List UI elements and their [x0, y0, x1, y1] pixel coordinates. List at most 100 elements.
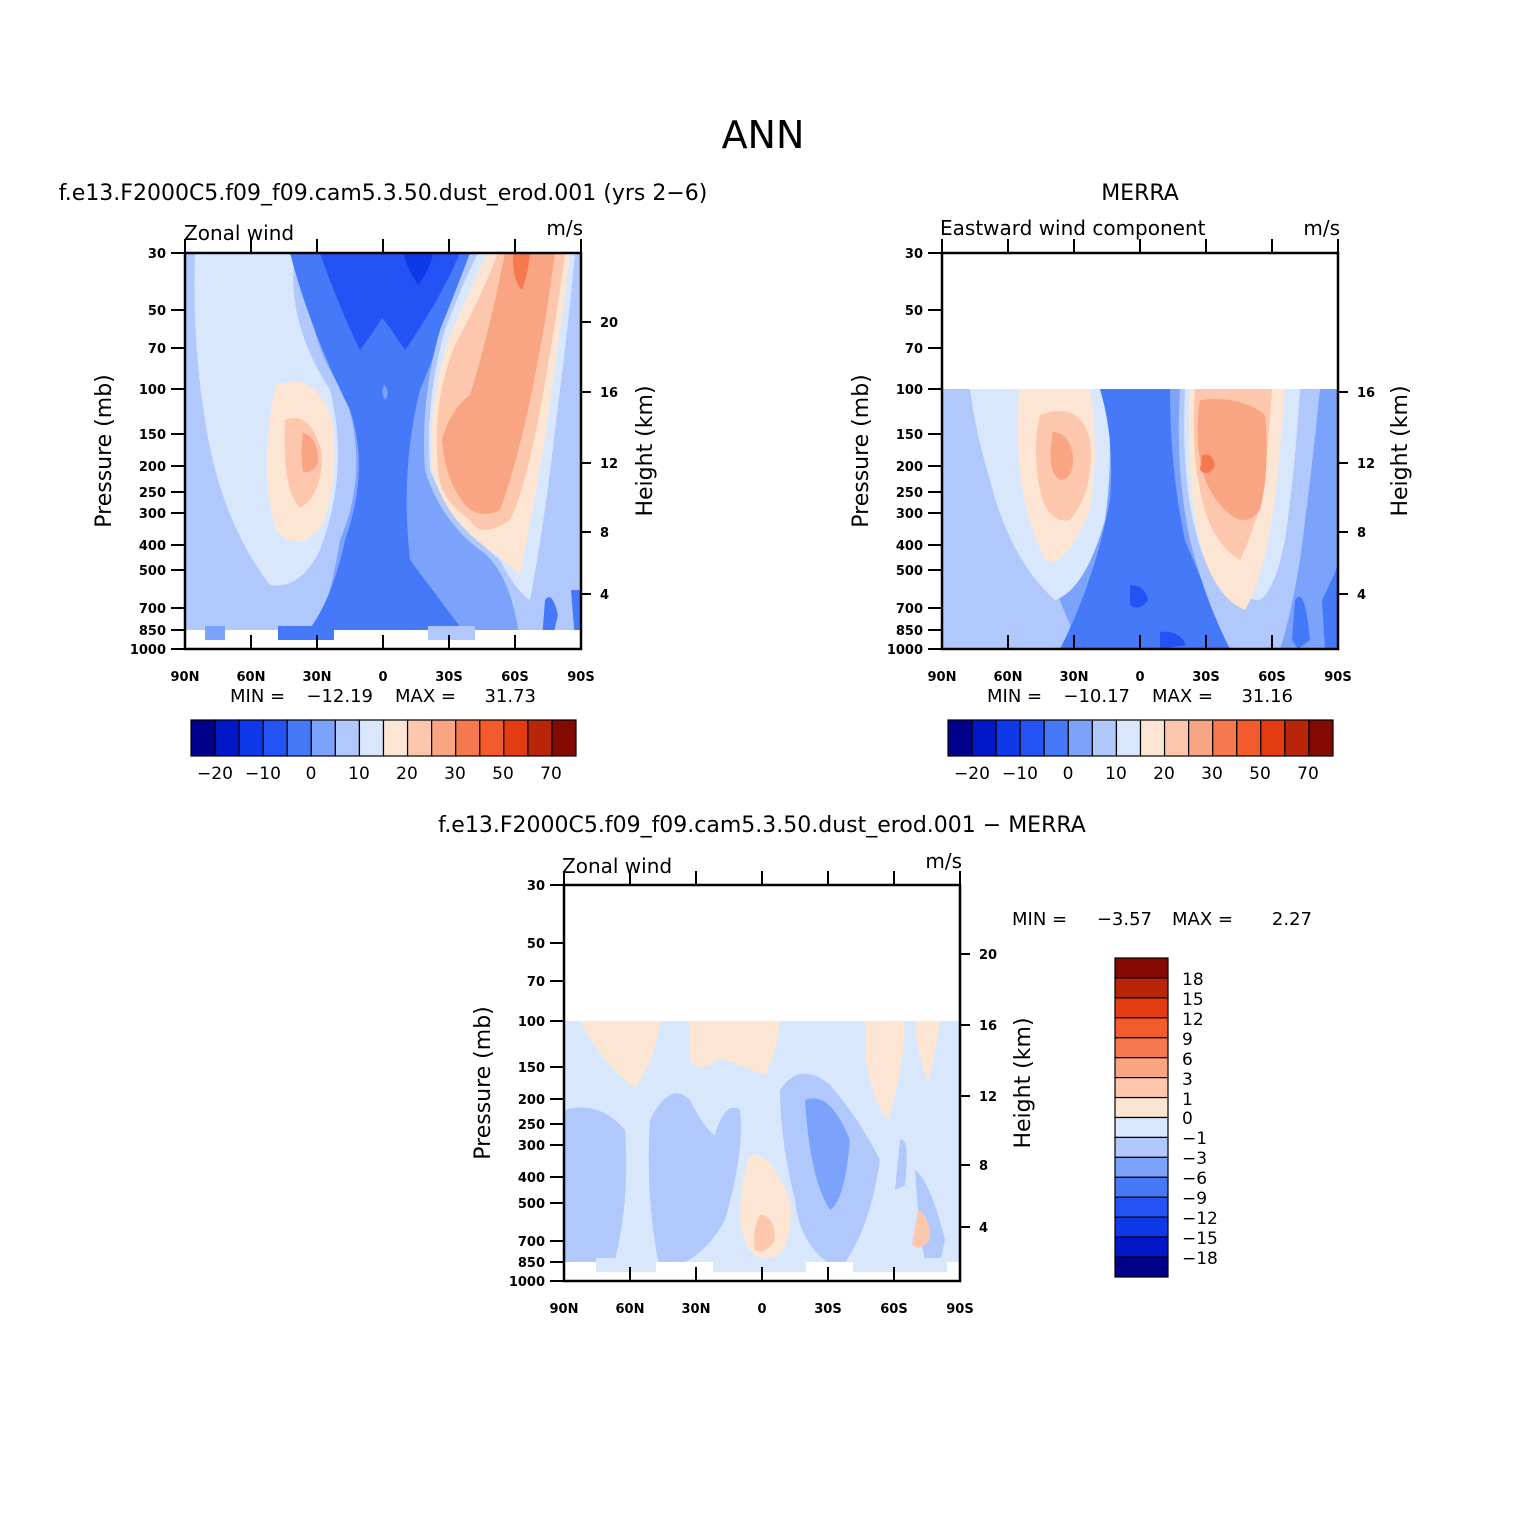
obs-subtitle-right: m/s [1303, 216, 1340, 240]
obs-xtick-labels: 90N 60N 30N 0 30S 60S 90S [928, 670, 1352, 685]
diff-xtick: 30S [814, 1302, 841, 1317]
diff-panel-header: f.e13.F2000C5.f09_f09.cam5.3.50.dust_ero… [438, 813, 1086, 838]
model-ytick: 1000 [130, 643, 166, 658]
diff-colorbar-label: −6 [1182, 1169, 1207, 1189]
model-ytick: 150 [139, 428, 166, 443]
colorbar-swatch [431, 719, 457, 757]
model-colorbar-label: 20 [396, 764, 418, 784]
diff-ytick-labels: 30 50 70 100 150 200 250 300 400 500 700… [509, 879, 545, 1290]
colorbar-swatch [995, 719, 1021, 757]
obs-panel: Eastward wind component m/s Pressure (mb… [849, 216, 1413, 784]
diff-subtitle-right: m/s [925, 849, 962, 873]
colorbar-swatch [1043, 719, 1069, 757]
model-colorbar-label: −20 [197, 764, 233, 784]
model-ytick-labels: 30 50 70 100 150 200 250 300 400 500 700… [130, 247, 166, 658]
diff-ytick: 300 [518, 1139, 545, 1154]
obs-ytick: 850 [896, 624, 923, 639]
model-ytick: 300 [139, 507, 166, 522]
diff-colorbar-label: −1 [1182, 1129, 1207, 1149]
model-min-label: MIN = [230, 686, 285, 707]
model-min-value: −12.19 [306, 686, 373, 707]
colorbar-swatch [1114, 977, 1169, 999]
diff-height-tick: 16 [979, 1019, 997, 1034]
model-colorbar [190, 719, 577, 757]
diff-min-label: MIN = [1012, 909, 1067, 930]
model-colorbar-label: 0 [306, 764, 317, 784]
model-height-tick: 8 [600, 526, 609, 541]
model-ytick: 70 [148, 342, 166, 357]
diff-ytick: 50 [527, 937, 545, 952]
diff-min-value: −3.57 [1097, 909, 1152, 930]
colorbar-swatch [214, 719, 240, 757]
diff-xtick: 60S [880, 1302, 907, 1317]
model-ytick: 850 [139, 624, 166, 639]
obs-min-label: MIN = [987, 686, 1042, 707]
colorbar-swatch [455, 719, 481, 757]
diff-colorbar-label: 0 [1182, 1109, 1193, 1129]
diff-ytick: 500 [518, 1197, 545, 1212]
obs-subtitle-left: Eastward wind component [940, 216, 1206, 240]
obs-colorbar [947, 719, 1334, 757]
colorbar-swatch [406, 719, 433, 757]
model-xtick: 30N [303, 670, 332, 685]
colorbar-swatch [1163, 719, 1190, 757]
obs-height-tick: 16 [1357, 386, 1375, 401]
model-ytick: 250 [139, 486, 166, 501]
colorbar-swatch [1114, 1176, 1169, 1198]
model-panel-header: f.e13.F2000C5.f09_f09.cam5.3.50.dust_ero… [59, 181, 708, 206]
model-xtick: 90N [171, 670, 200, 685]
diff-ytick: 200 [518, 1093, 545, 1108]
diff-colorbar-label: −15 [1182, 1229, 1218, 1249]
model-xtick-labels: 90N 60N 30N 0 30S 60S 90S [171, 670, 595, 685]
diff-colorbar-label: 1 [1182, 1090, 1193, 1110]
colorbar-swatch [1114, 957, 1169, 979]
colorbar-swatch [382, 719, 409, 757]
colorbar-swatch [1067, 719, 1093, 757]
colorbar-swatch [1114, 1156, 1169, 1178]
colorbar-swatch [971, 719, 997, 757]
model-colorbar-label: 50 [492, 764, 514, 784]
diff-xtick: 30N [682, 1302, 711, 1317]
diff-height-tick: 20 [979, 948, 997, 963]
obs-colorbar-label: −20 [954, 764, 990, 784]
obs-max-label: MAX = [1152, 686, 1213, 707]
obs-ytick: 200 [896, 460, 923, 475]
colorbar-swatch [1114, 1096, 1169, 1119]
colorbar-swatch [1308, 719, 1334, 757]
diff-colorbar-label: −12 [1182, 1209, 1218, 1229]
model-colorbar-label: 10 [348, 764, 370, 784]
model-max-label: MAX = [395, 686, 456, 707]
obs-ytick-labels: 30 50 70 100 150 200 250 300 400 500 700… [887, 247, 923, 658]
diff-ylabel: Pressure (mb) [471, 1006, 496, 1160]
obs-height-labels: 16 12 8 4 [1357, 386, 1375, 603]
diff-height-tick: 4 [979, 1221, 988, 1236]
colorbar-swatch [1114, 1037, 1169, 1059]
diff-ticks [550, 871, 970, 1282]
obs-ytick: 500 [896, 564, 923, 579]
model-height-tick: 4 [600, 588, 609, 603]
diff-subtitle-left: Zonal wind [562, 854, 672, 878]
obs-ytick: 30 [905, 247, 923, 262]
model-ytick: 700 [139, 602, 166, 617]
colorbar-swatch [551, 719, 577, 757]
model-height-labels: 20 16 12 8 4 [600, 316, 618, 603]
colorbar-swatch [1284, 719, 1310, 757]
diff-xtick: 0 [757, 1302, 766, 1317]
diff-ytick: 250 [518, 1118, 545, 1133]
model-contour-field [185, 253, 581, 649]
colorbar-swatch [947, 719, 973, 757]
model-subtitle-right: m/s [546, 216, 583, 240]
obs-height-tick: 12 [1357, 457, 1375, 472]
obs-ytick: 1000 [887, 643, 923, 658]
diff-colorbar-label: 18 [1182, 970, 1204, 990]
colorbar-swatch [1115, 719, 1142, 757]
model-height-tick: 20 [600, 316, 618, 331]
obs-ytick: 150 [896, 428, 923, 443]
diff-ylabel-right: Height (km) [1011, 1017, 1036, 1148]
diff-colorbar-labels: 18 15 12 9 6 3 1 0 −1 −3 −6 −9 −12 −15 −… [1182, 970, 1218, 1269]
colorbar-swatch [1212, 719, 1238, 757]
obs-colorbar-labels: −20 −10 0 10 20 30 50 70 [954, 764, 1319, 784]
colorbar-swatch [1114, 1216, 1169, 1238]
diff-height-labels: 20 16 12 8 4 [979, 948, 997, 1236]
